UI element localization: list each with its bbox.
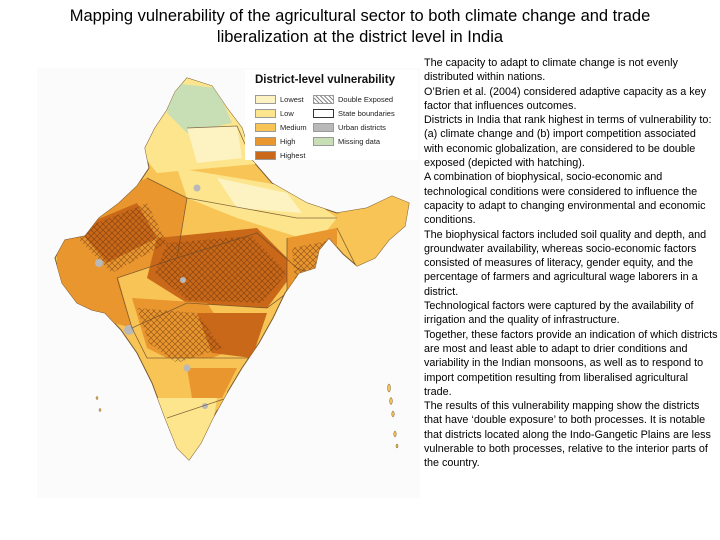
legend-label: High (280, 137, 296, 146)
legend-swatch (313, 137, 334, 146)
legend-item-urban-districts: Urban districts (313, 122, 386, 133)
map-legend: District-level vulnerability Lowest Doub… (245, 70, 418, 160)
legend-item-medium: Medium (255, 122, 307, 133)
paragraph: Together, these factors provide an indic… (424, 328, 718, 398)
paragraph: A combination of biophysical, socio-econ… (424, 171, 706, 227)
legend-item-missing-data: Missing data (313, 136, 380, 147)
legend-label: Medium (280, 123, 307, 132)
slide-title-line-2: liberalization at the district level in … (216, 28, 504, 46)
paragraph: Districts in India that rank highest in … (424, 114, 712, 170)
legend-label: Lowest (280, 95, 304, 104)
legend-item-high: High (255, 136, 295, 147)
legend-swatch (313, 109, 334, 118)
legend-title: District-level vulnerability (255, 74, 395, 86)
legend-swatch (313, 95, 334, 104)
legend-swatch (313, 123, 334, 132)
vulnerability-map: District-level vulnerability Lowest Doub… (37, 68, 420, 498)
legend-label: State boundaries (338, 109, 395, 118)
legend-item-highest: Highest (255, 150, 305, 161)
india-map-graphic (54, 77, 410, 461)
paragraph: The results of this vulnerability mappin… (424, 400, 711, 470)
legend-swatch (255, 151, 276, 160)
legend-swatch (255, 109, 276, 118)
slide-title: Mapping vulnerability of the agricultura… (10, 6, 710, 48)
legend-item-low: Low (255, 108, 294, 119)
paragraph: O’Brien et al. (2004) considered adaptiv… (424, 85, 707, 112)
legend-label: Highest (280, 151, 306, 160)
legend-label: Low (280, 109, 294, 118)
paragraph: Technological factors were captured by t… (424, 300, 694, 327)
paragraph: The biophysical factors included soil qu… (424, 228, 707, 298)
legend-item-lowest: Lowest (255, 94, 304, 105)
legend-label: Urban districts (338, 123, 386, 132)
legend-item-state-boundaries: State boundaries (313, 108, 395, 119)
slide-title-line-1: Mapping vulnerability of the agricultura… (69, 7, 651, 25)
paragraph: The capacity to adapt to climate change … (424, 57, 678, 84)
legend-swatch (255, 137, 276, 146)
legend-swatch (255, 95, 276, 104)
legend-label: Missing data (338, 137, 381, 146)
legend-item-double-exposed: Double Exposed (313, 94, 393, 105)
legend-swatch (255, 123, 276, 132)
body-text: The capacity to adapt to climate change … (424, 56, 718, 471)
legend-label: Double Exposed (338, 95, 394, 104)
